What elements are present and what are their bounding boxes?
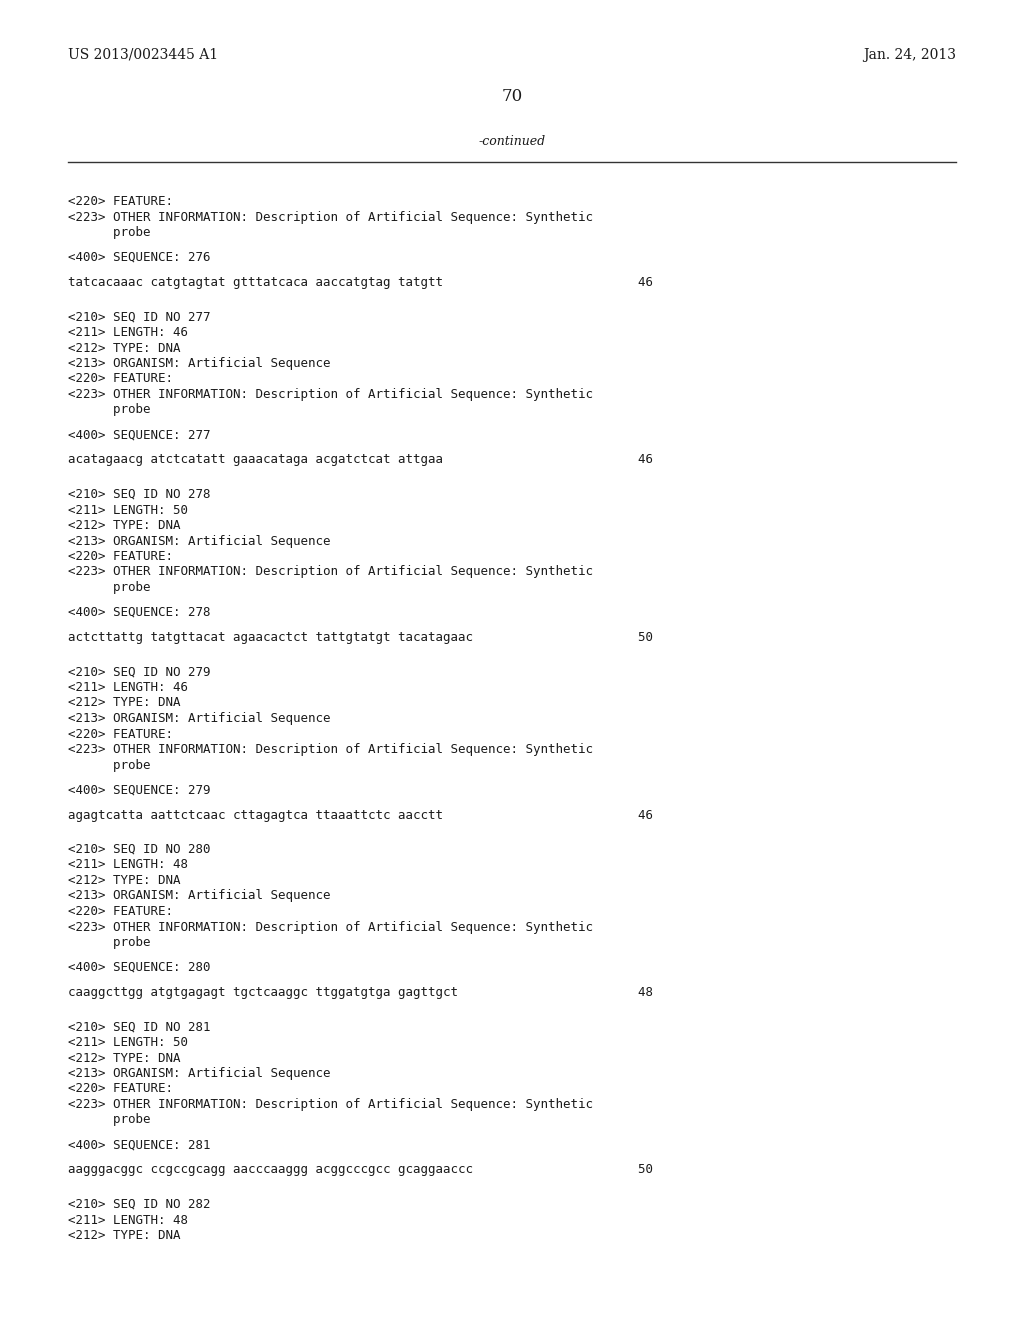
- Text: <213> ORGANISM: Artificial Sequence: <213> ORGANISM: Artificial Sequence: [68, 1067, 331, 1080]
- Text: <212> TYPE: DNA: <212> TYPE: DNA: [68, 1229, 180, 1242]
- Text: <223> OTHER INFORMATION: Description of Artificial Sequence: Synthetic: <223> OTHER INFORMATION: Description of …: [68, 210, 593, 223]
- Text: <400> SEQUENCE: 278: <400> SEQUENCE: 278: [68, 606, 211, 619]
- Text: <223> OTHER INFORMATION: Description of Artificial Sequence: Synthetic: <223> OTHER INFORMATION: Description of …: [68, 743, 593, 756]
- Text: Jan. 24, 2013: Jan. 24, 2013: [863, 48, 956, 62]
- Text: <220> FEATURE:: <220> FEATURE:: [68, 550, 173, 564]
- Text: <400> SEQUENCE: 280: <400> SEQUENCE: 280: [68, 961, 211, 974]
- Text: aagggacggc ccgccgcagg aacccaaggg acggcccgcc gcaggaaccc                      50: aagggacggc ccgccgcagg aacccaaggg acggccc…: [68, 1163, 653, 1176]
- Text: US 2013/0023445 A1: US 2013/0023445 A1: [68, 48, 218, 62]
- Text: <212> TYPE: DNA: <212> TYPE: DNA: [68, 874, 180, 887]
- Text: <213> ORGANISM: Artificial Sequence: <213> ORGANISM: Artificial Sequence: [68, 356, 331, 370]
- Text: probe: probe: [68, 759, 151, 771]
- Text: probe: probe: [68, 936, 151, 949]
- Text: <220> FEATURE:: <220> FEATURE:: [68, 372, 173, 385]
- Text: caaggcttgg atgtgagagt tgctcaaggc ttggatgtga gagttgct                        48: caaggcttgg atgtgagagt tgctcaaggc ttggatg…: [68, 986, 653, 999]
- Text: agagtcatta aattctcaac cttagagtca ttaaattctc aacctt                          46: agagtcatta aattctcaac cttagagtca ttaaatt…: [68, 808, 653, 821]
- Text: <211> LENGTH: 50: <211> LENGTH: 50: [68, 503, 188, 516]
- Text: <210> SEQ ID NO 280: <210> SEQ ID NO 280: [68, 843, 211, 855]
- Text: <211> LENGTH: 46: <211> LENGTH: 46: [68, 681, 188, 694]
- Text: acatagaacg atctcatatt gaaacataga acgatctcat attgaa                          46: acatagaacg atctcatatt gaaacataga acgatct…: [68, 454, 653, 466]
- Text: <220> FEATURE:: <220> FEATURE:: [68, 727, 173, 741]
- Text: probe: probe: [68, 226, 151, 239]
- Text: actcttattg tatgttacat agaacactct tattgtatgt tacatagaac                      50: actcttattg tatgttacat agaacactct tattgta…: [68, 631, 653, 644]
- Text: <212> TYPE: DNA: <212> TYPE: DNA: [68, 342, 180, 355]
- Text: <212> TYPE: DNA: <212> TYPE: DNA: [68, 697, 180, 710]
- Text: <223> OTHER INFORMATION: Description of Artificial Sequence: Synthetic: <223> OTHER INFORMATION: Description of …: [68, 565, 593, 578]
- Text: <210> SEQ ID NO 282: <210> SEQ ID NO 282: [68, 1199, 211, 1210]
- Text: 70: 70: [502, 88, 522, 106]
- Text: <210> SEQ ID NO 279: <210> SEQ ID NO 279: [68, 665, 211, 678]
- Text: tatcacaaac catgtagtat gtttatcaca aaccatgtag tatgtt                          46: tatcacaaac catgtagtat gtttatcaca aaccatg…: [68, 276, 653, 289]
- Text: probe: probe: [68, 581, 151, 594]
- Text: <223> OTHER INFORMATION: Description of Artificial Sequence: Synthetic: <223> OTHER INFORMATION: Description of …: [68, 1098, 593, 1111]
- Text: <211> LENGTH: 48: <211> LENGTH: 48: [68, 1213, 188, 1226]
- Text: <210> SEQ ID NO 278: <210> SEQ ID NO 278: [68, 488, 211, 502]
- Text: <213> ORGANISM: Artificial Sequence: <213> ORGANISM: Artificial Sequence: [68, 890, 331, 903]
- Text: <220> FEATURE:: <220> FEATURE:: [68, 906, 173, 917]
- Text: <213> ORGANISM: Artificial Sequence: <213> ORGANISM: Artificial Sequence: [68, 535, 331, 548]
- Text: probe: probe: [68, 404, 151, 417]
- Text: <220> FEATURE:: <220> FEATURE:: [68, 1082, 173, 1096]
- Text: <211> LENGTH: 50: <211> LENGTH: 50: [68, 1036, 188, 1049]
- Text: <210> SEQ ID NO 281: <210> SEQ ID NO 281: [68, 1020, 211, 1034]
- Text: probe: probe: [68, 1114, 151, 1126]
- Text: <213> ORGANISM: Artificial Sequence: <213> ORGANISM: Artificial Sequence: [68, 711, 331, 725]
- Text: <220> FEATURE:: <220> FEATURE:: [68, 195, 173, 209]
- Text: <400> SEQUENCE: 276: <400> SEQUENCE: 276: [68, 251, 211, 264]
- Text: <400> SEQUENCE: 279: <400> SEQUENCE: 279: [68, 784, 211, 796]
- Text: <212> TYPE: DNA: <212> TYPE: DNA: [68, 1052, 180, 1064]
- Text: <223> OTHER INFORMATION: Description of Artificial Sequence: Synthetic: <223> OTHER INFORMATION: Description of …: [68, 920, 593, 933]
- Text: <212> TYPE: DNA: <212> TYPE: DNA: [68, 519, 180, 532]
- Text: <211> LENGTH: 48: <211> LENGTH: 48: [68, 858, 188, 871]
- Text: -continued: -continued: [478, 135, 546, 148]
- Text: <400> SEQUENCE: 281: <400> SEQUENCE: 281: [68, 1138, 211, 1151]
- Text: <211> LENGTH: 46: <211> LENGTH: 46: [68, 326, 188, 339]
- Text: <223> OTHER INFORMATION: Description of Artificial Sequence: Synthetic: <223> OTHER INFORMATION: Description of …: [68, 388, 593, 401]
- Text: <400> SEQUENCE: 277: <400> SEQUENCE: 277: [68, 429, 211, 441]
- Text: <210> SEQ ID NO 277: <210> SEQ ID NO 277: [68, 310, 211, 323]
